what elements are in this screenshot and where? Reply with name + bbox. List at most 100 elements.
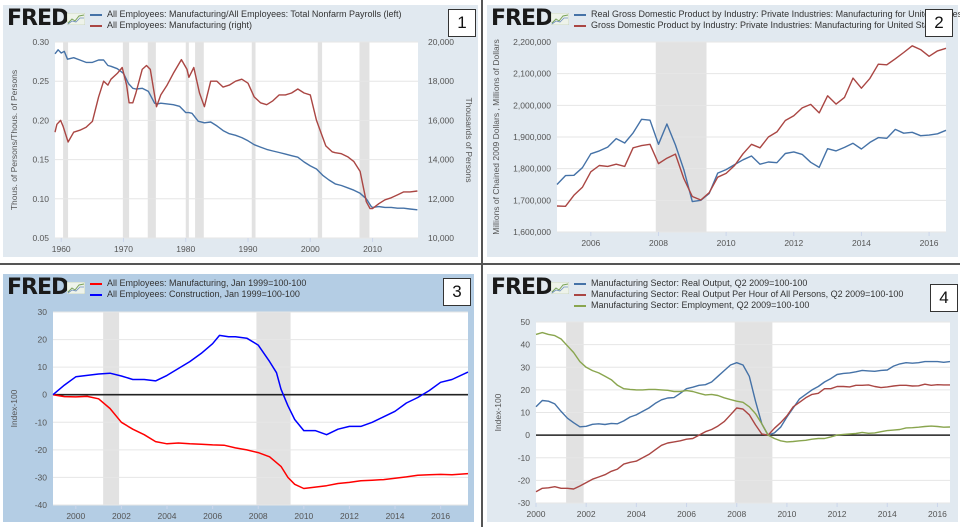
x-tick-label: 2000 — [66, 511, 85, 521]
chart-svg: 1,600,000 1,700,000 1,800,000 1,900,000 2,00… — [491, 37, 947, 248]
legend-label: All Employees: Construction, Jan 1999=10… — [107, 289, 300, 299]
x-tick-label: 2004 — [158, 511, 177, 521]
x-tick-label: 2010 — [717, 238, 736, 248]
y-right-tick-label: 12,000 — [428, 194, 454, 204]
x-tick-label: 2012 — [340, 511, 359, 521]
y-right-tick-label: 10,000 — [428, 233, 454, 243]
x-tick-label: 2000 — [527, 509, 546, 519]
x-tick-label: 2006 — [203, 511, 222, 521]
legend-item[interactable]: All Employees: Manufacturing/All Employe… — [90, 9, 401, 20]
legend-swatch — [574, 282, 586, 285]
y-right-tick-label: 14,000 — [428, 155, 454, 165]
x-tick-label: 2008 — [727, 509, 746, 519]
x-tick-label: 2006 — [581, 238, 600, 248]
chart-panel-2: 1,600,000 1,700,000 1,800,000 1,900,000 2,00… — [487, 5, 960, 257]
panel-number-badge: 3 — [443, 278, 471, 306]
legend-swatch — [574, 13, 586, 16]
legend-item[interactable]: Gross Domestic Product by Industry: Priv… — [574, 20, 960, 31]
recession-band — [251, 42, 256, 238]
legend-swatch — [90, 24, 102, 27]
y-tick-label: 0.15 — [32, 155, 49, 165]
y-axis-title: Millions of Chained 2009 Dollars , Milli… — [491, 39, 501, 235]
y-axis-title: Thous. of Persons/Thous. of Persons — [9, 70, 19, 210]
y-tick-label: 0 — [525, 430, 530, 440]
y-tick-label: 10 — [521, 408, 531, 418]
y-tick-label: 20 — [521, 385, 531, 395]
series-line — [54, 49, 418, 211]
legend-label: Gross Domestic Product by Industry: Priv… — [591, 20, 942, 30]
legend-item[interactable]: Manufacturing Sector: Real Output Per Ho… — [574, 289, 903, 300]
x-tick-label: 1990 — [239, 244, 258, 254]
y-right-tick-label: 16,000 — [428, 115, 454, 125]
x-tick-label: 2010 — [294, 511, 313, 521]
x-tick-label: 2014 — [878, 509, 897, 519]
chart-panel-4: -30 -20 -10 0 10 20 30 40 50 2000 2002 2004 2006 2008… — [487, 274, 958, 522]
recession-band — [317, 42, 323, 238]
fred-chart-icon — [551, 13, 569, 25]
y-tick-label: 2,200,000 — [513, 37, 551, 47]
legend-item[interactable]: Manufacturing Sector: Employment, Q2 200… — [574, 300, 903, 311]
y-tick-label: -10 — [35, 417, 48, 427]
legend-swatch — [90, 293, 102, 296]
y-tick-label: -30 — [518, 498, 531, 508]
x-tick-label: 2010 — [777, 509, 796, 519]
legend-label: Real Gross Domestic Product by Industry:… — [591, 9, 960, 19]
recession-band — [103, 312, 120, 505]
x-tick-label: 2004 — [627, 509, 646, 519]
chart-legend: Real Gross Domestic Product by Industry:… — [574, 9, 960, 31]
recession-band — [256, 312, 291, 505]
chart-panel-3: -40 -30 -20 -10 0 10 20 30 2000 2002 2004 2006 2008 2… — [3, 274, 474, 522]
series-line — [535, 383, 950, 493]
recession-band — [195, 42, 204, 238]
fred-logo: FRED — [7, 6, 69, 31]
fred-logo: FRED — [491, 275, 553, 300]
chart-svg: -40 -30 -20 -10 0 10 20 30 2000 2002 2004 2006 2008 2… — [9, 307, 469, 521]
chart-legend: All Employees: Manufacturing, Jan 1999=1… — [90, 278, 306, 300]
y-tick-label: 2,100,000 — [513, 69, 551, 79]
x-tick-label: 2006 — [677, 509, 696, 519]
recession-band — [359, 42, 370, 238]
x-tick-label: 2002 — [112, 511, 131, 521]
legend-item[interactable]: Manufacturing Sector: Real Output, Q2 20… — [574, 278, 903, 289]
fred-chart-icon — [551, 282, 569, 294]
series-line — [54, 58, 418, 210]
chart-panel-1: 0.05 0.10 0.15 0.20 0.25 0.30 10,000 12,000 14,0… — [3, 5, 478, 257]
x-tick-label: 2012 — [784, 238, 803, 248]
y-tick-label: 40 — [521, 340, 531, 350]
legend-swatch — [574, 304, 586, 307]
y-tick-label: -10 — [518, 453, 531, 463]
recession-band — [63, 42, 69, 238]
y-right-tick-label: 20,000 — [428, 37, 454, 47]
panel-number-badge: 4 — [930, 284, 958, 312]
recession-band — [147, 42, 156, 238]
fred-chart-icon — [67, 282, 85, 294]
chart-svg: 0.05 0.10 0.15 0.20 0.25 0.30 10,000 12,000 14,0… — [9, 37, 474, 254]
y-tick-label: 0.05 — [32, 233, 49, 243]
series-line — [535, 331, 951, 443]
legend-item[interactable]: Real Gross Domestic Product by Industry:… — [574, 9, 960, 20]
recession-band — [185, 42, 189, 238]
series-line — [52, 334, 469, 436]
legend-swatch — [574, 293, 586, 296]
y-axis-title: Index-100 — [9, 389, 19, 427]
x-tick-label: 1960 — [52, 244, 71, 254]
legend-item[interactable]: All Employees: Manufacturing (right) — [90, 20, 401, 31]
y-tick-label: 30 — [521, 362, 531, 372]
y-tick-label: 0.10 — [32, 194, 49, 204]
y-tick-label: -30 — [35, 472, 48, 482]
x-tick-label: 2016 — [928, 509, 947, 519]
legend-item[interactable]: All Employees: Construction, Jan 1999=10… — [90, 289, 306, 300]
x-tick-label: 1980 — [176, 244, 195, 254]
y-tick-label: 0.25 — [32, 76, 49, 86]
legend-label: Manufacturing Sector: Employment, Q2 200… — [591, 300, 810, 310]
legend-swatch — [90, 13, 102, 16]
y-tick-label: 0.20 — [32, 115, 49, 125]
legend-item[interactable]: All Employees: Manufacturing, Jan 1999=1… — [90, 278, 306, 289]
chart-legend: All Employees: Manufacturing/All Employe… — [90, 9, 401, 31]
chart-legend: Manufacturing Sector: Real Output, Q2 20… — [574, 278, 903, 311]
fred-logo: FRED — [491, 6, 553, 31]
y-tick-label: 1,900,000 — [513, 132, 551, 142]
y-tick-label: 20 — [38, 335, 48, 345]
fred-logo: FRED — [7, 275, 69, 300]
x-tick-label: 2012 — [828, 509, 847, 519]
